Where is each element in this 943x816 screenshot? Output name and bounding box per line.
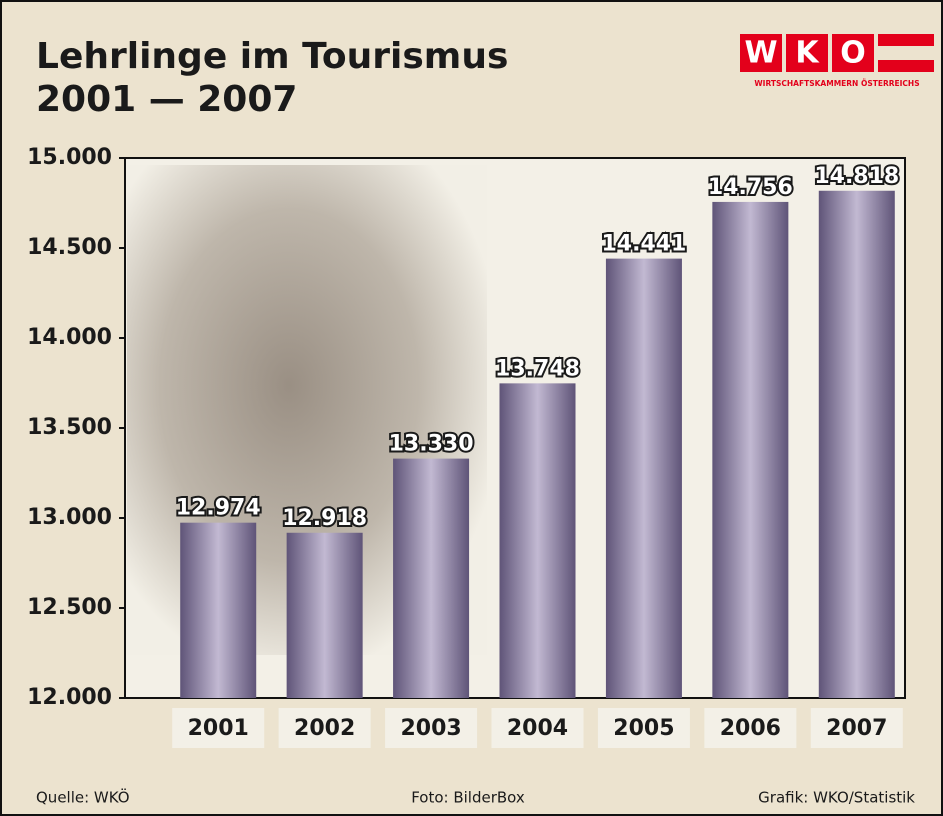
page: {"chart_data": {"type": "bar", "title": … [0, 0, 943, 816]
y-tick-label: 14.500 [27, 235, 112, 260]
logo-letter: W [744, 36, 777, 71]
logo-caption: WIRTSCHAFTSKAMMERN ÖSTERREICHS [754, 79, 919, 88]
x-tick-label: 2001 [188, 716, 249, 741]
chart-title: Lehrlinge im Tourismus [36, 36, 508, 77]
y-tick-label: 14.000 [27, 325, 112, 350]
x-tick-label: 2004 [507, 716, 568, 741]
bar [180, 523, 256, 698]
logo-letter: O [840, 36, 866, 71]
bar [500, 383, 576, 698]
value-label: 14.756 [708, 175, 793, 200]
bar [819, 191, 895, 698]
footer-graphic: Grafik: WKO/Statistik [758, 789, 915, 807]
value-label: 12.918 [282, 506, 367, 531]
y-tick-label: 15.000 [27, 145, 112, 170]
x-tick-label: 2003 [400, 716, 461, 741]
chart: Lehrlinge im Tourismus 2001 — 2007 W K O… [0, 0, 943, 816]
logo-flag [878, 60, 934, 72]
x-tick-label: 2006 [720, 716, 781, 741]
x-tick-label: 2007 [826, 716, 887, 741]
bar [606, 259, 682, 698]
bar [393, 459, 469, 698]
bar [712, 202, 788, 698]
y-tick-label: 13.500 [27, 415, 112, 440]
logo-flag [878, 34, 934, 46]
y-tick-label: 12.000 [27, 685, 112, 710]
value-label: 12.974 [176, 496, 261, 521]
y-tick-label: 13.000 [27, 505, 112, 530]
logo: W K O WIRTSCHAFTSKAMMERN ÖSTERREICHS [740, 34, 934, 88]
y-tick-label: 12.500 [27, 595, 112, 620]
value-label: 13.330 [389, 432, 474, 457]
x-tick-label: 2005 [613, 716, 674, 741]
chart-subtitle: 2001 — 2007 [36, 79, 297, 120]
footer-photo: Foto: BilderBox [411, 789, 525, 807]
value-label: 13.748 [495, 356, 580, 381]
x-tick-label: 2002 [294, 716, 355, 741]
value-label: 14.441 [601, 232, 686, 257]
bar [287, 533, 363, 698]
footer-source: Quelle: WKÖ [36, 788, 130, 807]
value-label: 14.818 [814, 164, 899, 189]
logo-letter: K [795, 36, 820, 71]
